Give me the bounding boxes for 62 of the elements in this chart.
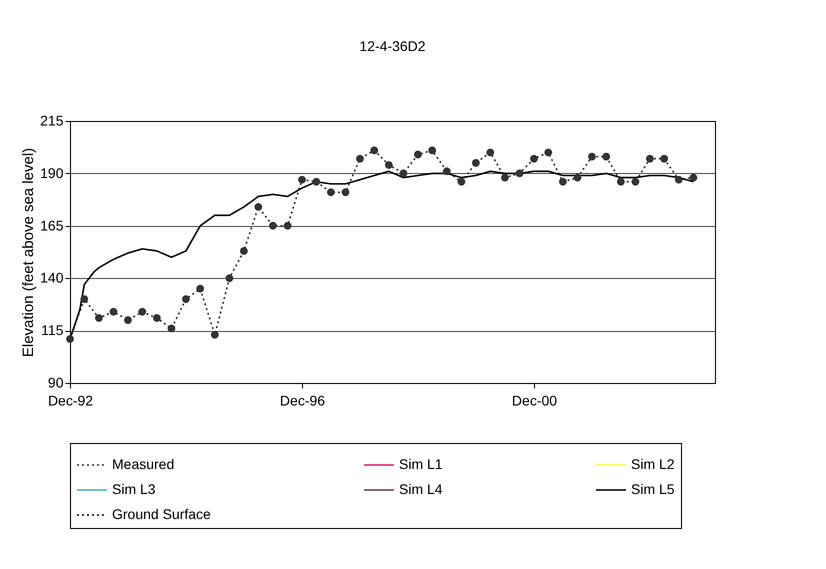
point [486,148,494,156]
point [690,174,698,182]
point [544,148,552,156]
point [414,150,422,158]
y-axis-title: Elevation (feet above sea level) [20,148,38,358]
point [616,178,625,186]
y-tick-label: 190 [40,164,64,181]
point [138,308,146,316]
y-tick-label: 140 [40,270,64,286]
point [298,176,306,184]
point [674,176,683,184]
y-tick-label: 90 [48,374,64,390]
point [646,154,654,163]
y-tick-label: 115 [41,322,64,338]
point [95,314,103,322]
x-tick-label: Dec-96 [280,392,326,408]
point [168,324,176,332]
point [226,274,234,282]
point [110,308,118,316]
point [327,188,335,196]
point [428,146,436,154]
point [312,178,320,186]
legend-label: Sim L2 [631,456,675,472]
point [124,316,132,324]
point [458,178,466,186]
point [472,159,480,167]
point [196,284,204,293]
point [516,170,524,178]
point [574,174,582,182]
chart-title: 12-4-36D2 [359,38,426,54]
point [342,188,350,196]
y-tick-label: 215 [40,112,64,128]
y-tick-label: 165 [40,217,64,234]
point [210,330,219,339]
point [284,222,292,230]
point [400,170,408,178]
legend-label: Measured [112,456,174,472]
legend-label: Sim L5 [631,481,675,497]
point [240,247,248,255]
point [602,152,610,160]
point [442,167,451,176]
point [182,295,190,304]
point [152,314,161,322]
point [660,154,668,163]
x-tick-label: Dec-00 [512,392,558,408]
point [356,154,364,163]
point [530,154,538,163]
legend-label: Sim L1 [399,456,443,472]
point [632,178,640,186]
point [66,335,74,343]
point [80,295,88,304]
point [370,146,378,154]
legend-label: Ground Surface [112,506,212,522]
point [501,174,509,182]
point [269,222,277,230]
legend-label: Sim L3 [112,481,156,497]
legend-label: Sim L4 [399,481,443,497]
point [559,178,567,186]
point [384,161,393,169]
point [588,152,596,160]
point [254,203,262,211]
x-tick-label: Dec-92 [48,392,94,408]
